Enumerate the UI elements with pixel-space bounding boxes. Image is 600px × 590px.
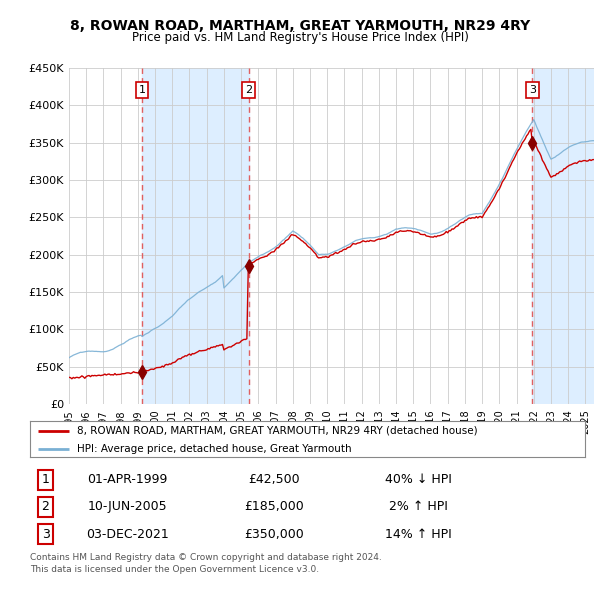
Text: 01-APR-1999: 01-APR-1999 bbox=[87, 473, 167, 486]
Text: This data is licensed under the Open Government Licence v3.0.: This data is licensed under the Open Gov… bbox=[30, 565, 319, 574]
Text: 14% ↑ HPI: 14% ↑ HPI bbox=[385, 527, 452, 540]
Text: 3: 3 bbox=[41, 527, 49, 540]
Text: 8, ROWAN ROAD, MARTHAM, GREAT YARMOUTH, NR29 4RY: 8, ROWAN ROAD, MARTHAM, GREAT YARMOUTH, … bbox=[70, 19, 530, 33]
Text: 8, ROWAN ROAD, MARTHAM, GREAT YARMOUTH, NR29 4RY (detached house): 8, ROWAN ROAD, MARTHAM, GREAT YARMOUTH, … bbox=[77, 426, 478, 436]
Text: £350,000: £350,000 bbox=[244, 527, 304, 540]
Text: HPI: Average price, detached house, Great Yarmouth: HPI: Average price, detached house, Grea… bbox=[77, 444, 352, 454]
Text: 1: 1 bbox=[139, 86, 146, 95]
Text: Contains HM Land Registry data © Crown copyright and database right 2024.: Contains HM Land Registry data © Crown c… bbox=[30, 553, 382, 562]
Bar bbox=[532, 68, 594, 404]
Text: Price paid vs. HM Land Registry's House Price Index (HPI): Price paid vs. HM Land Registry's House … bbox=[131, 31, 469, 44]
Text: 1: 1 bbox=[41, 473, 49, 486]
Text: 10-JUN-2005: 10-JUN-2005 bbox=[88, 500, 167, 513]
Text: £42,500: £42,500 bbox=[248, 473, 300, 486]
Text: 2: 2 bbox=[245, 86, 252, 95]
Bar bbox=[142, 68, 249, 404]
Text: 40% ↓ HPI: 40% ↓ HPI bbox=[385, 473, 452, 486]
Text: 3: 3 bbox=[529, 86, 536, 95]
Text: 03-DEC-2021: 03-DEC-2021 bbox=[86, 527, 169, 540]
Text: 2: 2 bbox=[41, 500, 49, 513]
Text: £185,000: £185,000 bbox=[244, 500, 304, 513]
Text: 2% ↑ HPI: 2% ↑ HPI bbox=[389, 500, 448, 513]
